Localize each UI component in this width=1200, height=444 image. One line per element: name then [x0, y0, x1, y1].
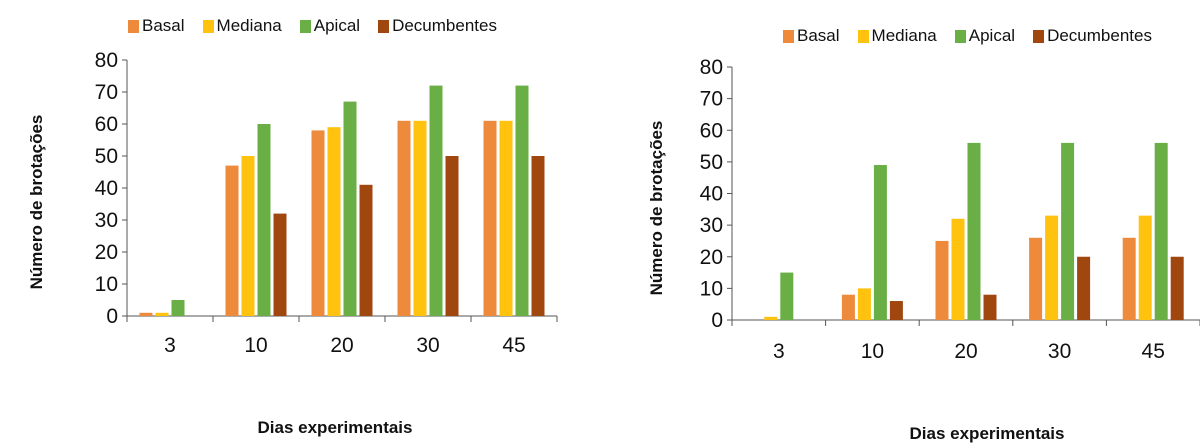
- y-tick-label: 20: [700, 246, 723, 269]
- legend-item-apical: Apical: [954, 26, 1016, 46]
- bar-decumbentes-20: [983, 294, 997, 320]
- y-tick-label: 70: [700, 88, 723, 111]
- bar-decumbentes-30: [445, 156, 459, 316]
- y-tick-label: 40: [700, 183, 723, 206]
- plot-area: 0 10 20 30 40 50 60 70 80 3 10 20 30 45: [700, 56, 1200, 363]
- y-tick-label: 50: [700, 151, 723, 174]
- bar-decumbentes-10: [889, 301, 903, 320]
- bar-apical-3: [780, 272, 794, 320]
- bar-apical-30: [1061, 142, 1075, 320]
- bar-apical-45: [1154, 142, 1168, 320]
- x-tick-label: 20: [330, 334, 353, 357]
- plot-area: 0 10 20 30 40 50 60 70 80 3 10 20 30 45: [95, 49, 558, 357]
- y-tick-label: 10: [95, 273, 118, 296]
- y-tick-label: 40: [95, 177, 118, 200]
- legend-item-decumbentes: Decumbentes: [1033, 26, 1152, 46]
- legend-label-decumbentes: Decumbentes: [392, 16, 497, 35]
- bar-mediana-20: [327, 127, 341, 316]
- bar-mediana-3: [764, 316, 778, 320]
- legend-swatch-decumbentes: [1033, 29, 1045, 43]
- legend-label-basal: Basal: [797, 26, 840, 45]
- bar-mediana-45: [1138, 215, 1152, 320]
- y-tick-label: 30: [700, 214, 723, 237]
- bar-apical-20: [967, 142, 981, 320]
- legend: Basal Mediana Apical Decumbentes: [128, 16, 515, 36]
- bar-mediana-10: [857, 288, 871, 320]
- chart-left: Basal Mediana Apical Decumbentes Número …: [0, 0, 600, 443]
- y-tick-label: 80: [700, 56, 723, 79]
- y-tick-label: 0: [106, 305, 118, 328]
- bar-basal-30: [397, 120, 411, 316]
- x-tick-label: 45: [1142, 340, 1165, 363]
- bar-apical-30: [429, 85, 443, 316]
- bar-decumbentes-45: [1170, 256, 1184, 320]
- y-tick-label: 50: [95, 145, 118, 168]
- y-tick-label: 80: [95, 49, 118, 72]
- bar-basal-45: [483, 120, 497, 316]
- x-axis-label: Dias experimentais: [909, 424, 1065, 443]
- legend-item-basal: Basal: [783, 26, 840, 46]
- legend-swatch-mediana: [857, 29, 869, 43]
- y-tick-label: 70: [95, 81, 118, 104]
- bar-basal-20: [935, 240, 949, 320]
- legend-item-apical: Apical: [299, 16, 361, 36]
- bar-apical-10: [257, 124, 271, 316]
- x-tick-label: 10: [244, 334, 267, 357]
- bar-mediana-3: [155, 312, 169, 316]
- legend-label-mediana: Mediana: [216, 16, 282, 35]
- bar-basal-45: [1122, 237, 1136, 320]
- bar-basal-3: [139, 312, 153, 316]
- x-tick-label: 30: [416, 334, 439, 357]
- bar-mediana-30: [1045, 215, 1059, 320]
- legend-swatch-apical: [954, 29, 966, 43]
- bar-mediana-20: [951, 218, 965, 320]
- x-tick-label: 20: [954, 340, 977, 363]
- bar-mediana-45: [499, 120, 513, 316]
- legend-item-mediana: Mediana: [202, 16, 282, 36]
- legend-swatch-mediana: [202, 19, 214, 33]
- y-tick-label: 30: [95, 209, 118, 232]
- y-tick-label: 60: [95, 113, 118, 136]
- legend-label-basal: Basal: [142, 16, 185, 35]
- y-tick-label: 60: [700, 119, 723, 142]
- bar-mediana-10: [241, 156, 255, 316]
- legend-swatch-basal: [783, 29, 794, 43]
- x-tick-label: 45: [502, 334, 525, 357]
- bar-basal-10: [841, 294, 855, 320]
- legend-swatch-apical: [299, 19, 311, 33]
- bar-apical-3: [171, 300, 185, 316]
- x-axis-label: Dias experimentais: [257, 418, 413, 437]
- bar-mediana-30: [413, 120, 427, 316]
- y-tick-label: 10: [700, 277, 723, 300]
- bar-apical-45: [515, 85, 529, 316]
- legend-label-apical: Apical: [313, 16, 361, 35]
- x-tick-label: 10: [861, 340, 884, 363]
- legend-item-decumbentes: Decumbentes: [378, 16, 497, 36]
- bar-apical-20: [343, 101, 357, 316]
- legend-swatch-basal: [128, 19, 139, 33]
- bar-decumbentes-20: [359, 184, 373, 316]
- x-tick-label: 3: [164, 334, 176, 357]
- bar-decumbentes-30: [1077, 256, 1091, 320]
- bar-apical-10: [873, 165, 887, 320]
- y-tick-label: 0: [711, 309, 723, 332]
- legend: Basal Mediana Apical Decumbentes: [783, 26, 1170, 46]
- chart-right: Basal Mediana Apical Decumbentes Número …: [600, 0, 1200, 443]
- legend-label-decumbentes: Decumbentes: [1047, 26, 1152, 45]
- x-tick-label: 30: [1048, 340, 1071, 363]
- y-tick-label: 20: [95, 241, 118, 264]
- bar-decumbentes-10: [273, 213, 287, 316]
- bar-basal-20: [311, 130, 325, 316]
- legend-item-mediana: Mediana: [857, 26, 937, 46]
- bar-basal-30: [1029, 237, 1043, 320]
- legend-swatch-decumbentes: [378, 19, 390, 33]
- legend-item-basal: Basal: [128, 16, 185, 36]
- bar-decumbentes-45: [531, 156, 545, 316]
- bar-basal-10: [225, 165, 239, 316]
- legend-label-mediana: Mediana: [871, 26, 937, 45]
- legend-label-apical: Apical: [968, 26, 1016, 45]
- x-tick-label: 3: [773, 340, 785, 363]
